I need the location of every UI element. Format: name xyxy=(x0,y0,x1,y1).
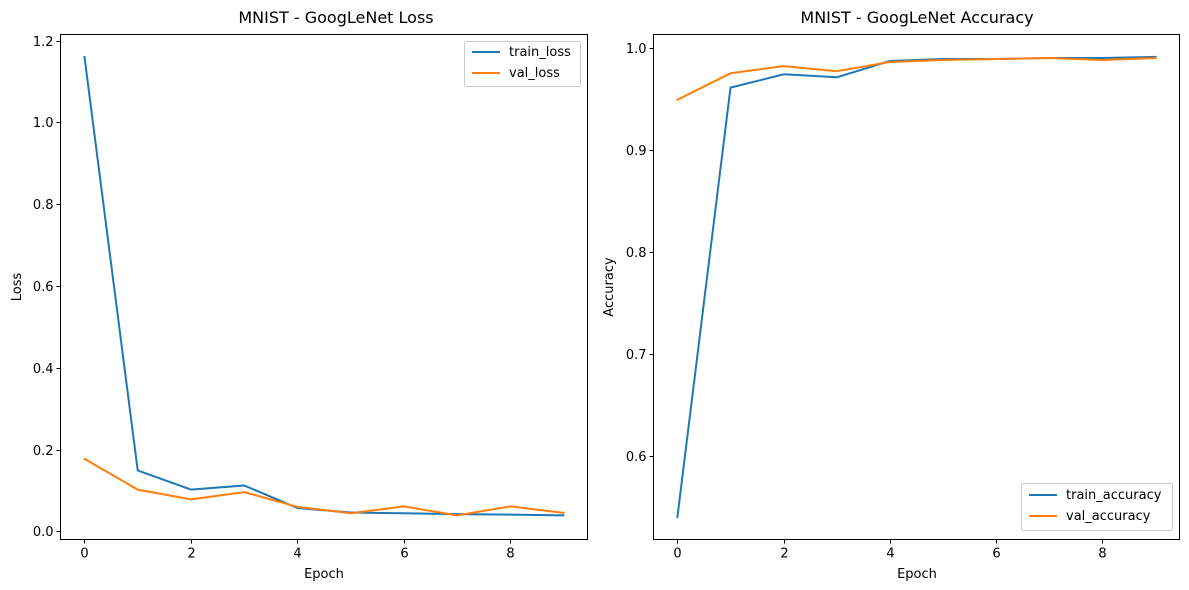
accuracy-legend-label-val: val_accuracy xyxy=(1066,509,1151,524)
loss-chart-xticks: 0 2 4 6 8 xyxy=(80,539,515,562)
accuracy-legend-label-train: train_accuracy xyxy=(1066,488,1162,503)
loss-ytick-label-3: 0.6 xyxy=(33,280,54,295)
loss-ytick-label-5: 1.0 xyxy=(33,116,54,131)
accuracy-ytick-label-0: 0.6 xyxy=(626,450,647,465)
accuracy-legend-box xyxy=(1021,483,1173,531)
loss-xtick-label-0: 0 xyxy=(80,547,88,562)
loss-xtick-label-1: 2 xyxy=(187,547,195,562)
loss-chart-xlabel: Epoch xyxy=(304,567,344,582)
loss-ytick-label-4: 0.8 xyxy=(33,198,54,213)
accuracy-chart-yticks: 0.6 0.7 0.8 0.9 1.0 xyxy=(626,42,654,465)
loss-chart-legend: train_loss val_loss xyxy=(464,41,581,87)
accuracy-xtick-label-4: 8 xyxy=(1098,547,1106,562)
loss-ytick-label-6: 1.2 xyxy=(33,35,54,50)
accuracy-chart-xlabel: Epoch xyxy=(897,567,937,582)
loss-ytick-label-2: 0.4 xyxy=(33,362,54,377)
loss-xtick-label-2: 4 xyxy=(293,547,301,562)
loss-ytick-label-1: 0.2 xyxy=(33,444,54,459)
accuracy-series-val-accuracy xyxy=(676,56,1157,102)
loss-series-val-loss xyxy=(83,457,565,517)
accuracy-ytick-label-3: 0.9 xyxy=(626,144,647,159)
accuracy-chart-ylabel: Accuracy xyxy=(602,257,617,317)
loss-legend-label-train: train_loss xyxy=(509,45,571,60)
accuracy-xtick-label-3: 6 xyxy=(992,547,1000,562)
loss-chart-ylabel: Loss xyxy=(10,273,25,302)
accuracy-xtick-label-0: 0 xyxy=(673,547,681,562)
accuracy-chart-xticks: 0 2 4 6 8 xyxy=(673,539,1107,562)
loss-xtick-label-4: 8 xyxy=(506,547,514,562)
loss-ytick-label-0: 0.0 xyxy=(33,525,54,540)
accuracy-xtick-label-2: 4 xyxy=(886,547,894,562)
loss-legend-label-val: val_loss xyxy=(509,66,560,81)
loss-chart-frame xyxy=(60,34,588,540)
loss-chart-yticks: 0.0 0.2 0.4 0.6 0.8 1.0 1.2 xyxy=(33,35,61,540)
accuracy-chart-lines xyxy=(676,55,1157,519)
accuracy-chart: MNIST - GoogLeNet Accuracy Epoch Accurac… xyxy=(602,8,1180,582)
accuracy-chart-title: MNIST - GoogLeNet Accuracy xyxy=(800,8,1033,27)
accuracy-chart-legend: train_accuracy val_accuracy xyxy=(1021,483,1173,531)
accuracy-xtick-label-1: 2 xyxy=(780,547,788,562)
loss-xtick-label-3: 6 xyxy=(400,547,408,562)
accuracy-ytick-label-2: 0.8 xyxy=(626,246,647,261)
accuracy-ytick-label-1: 0.7 xyxy=(626,348,647,363)
loss-chart-title: MNIST - GoogLeNet Loss xyxy=(238,8,433,27)
loss-chart-lines xyxy=(83,55,565,517)
accuracy-chart-frame xyxy=(653,34,1180,540)
accuracy-ytick-label-4: 1.0 xyxy=(626,42,647,57)
